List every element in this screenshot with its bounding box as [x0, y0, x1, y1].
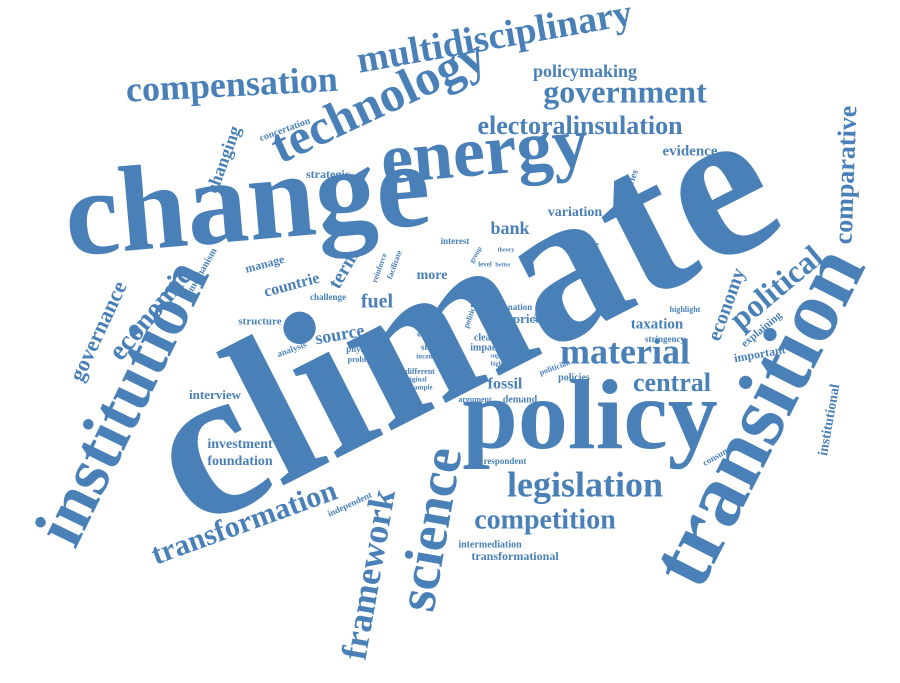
- word: taxation: [631, 316, 684, 332]
- word: theory: [498, 247, 515, 253]
- word: comparative: [829, 105, 863, 245]
- word: level: [478, 261, 492, 269]
- word: highlight: [670, 305, 701, 314]
- word: policymaking: [533, 61, 637, 81]
- word: material: [560, 331, 690, 371]
- word: argument: [458, 395, 492, 404]
- word: competition: [474, 504, 616, 535]
- word: policy: [462, 359, 718, 470]
- word: electoralinsulation: [477, 111, 683, 140]
- word: central: [633, 368, 711, 397]
- word: bank: [490, 218, 529, 238]
- word: investment: [207, 437, 273, 452]
- word: more: [417, 268, 448, 283]
- word: foundation: [207, 454, 273, 469]
- word: energy: [377, 102, 591, 200]
- word: government: [543, 73, 707, 109]
- word: evidence: [663, 143, 718, 159]
- word: impact: [470, 342, 500, 353]
- word: different: [405, 367, 435, 376]
- word: interview: [189, 387, 242, 402]
- word: example: [408, 384, 433, 392]
- word: interest: [441, 236, 470, 246]
- word: clean: [474, 332, 497, 343]
- word: shock: [421, 342, 443, 352]
- word: fossil: [488, 376, 523, 393]
- word: risk: [470, 296, 490, 310]
- word: income: [416, 353, 437, 361]
- word: legislation: [507, 464, 663, 504]
- word: demand: [503, 394, 538, 405]
- word: better: [495, 262, 511, 268]
- word: nation: [508, 302, 533, 312]
- word: dataset: [598, 295, 623, 304]
- word: side: [482, 313, 494, 321]
- word: higher: [491, 361, 508, 367]
- word: structure: [238, 316, 281, 328]
- word: gasoline: [571, 240, 599, 249]
- word: challenge: [310, 292, 346, 302]
- word: stringency: [645, 334, 685, 344]
- word: policies: [558, 372, 590, 383]
- word: vary: [477, 294, 491, 302]
- word: original: [403, 376, 426, 384]
- word: problem: [348, 355, 377, 364]
- word: transformational: [471, 549, 559, 563]
- word: supply: [490, 353, 507, 359]
- word: price: [513, 311, 541, 326]
- word: strategic: [306, 167, 351, 181]
- word: fuel: [361, 291, 394, 313]
- word: intermediation: [458, 539, 522, 550]
- word: physical: [346, 344, 378, 354]
- word: variation: [548, 205, 603, 220]
- word: respondent: [484, 456, 527, 466]
- word: change: [59, 116, 435, 282]
